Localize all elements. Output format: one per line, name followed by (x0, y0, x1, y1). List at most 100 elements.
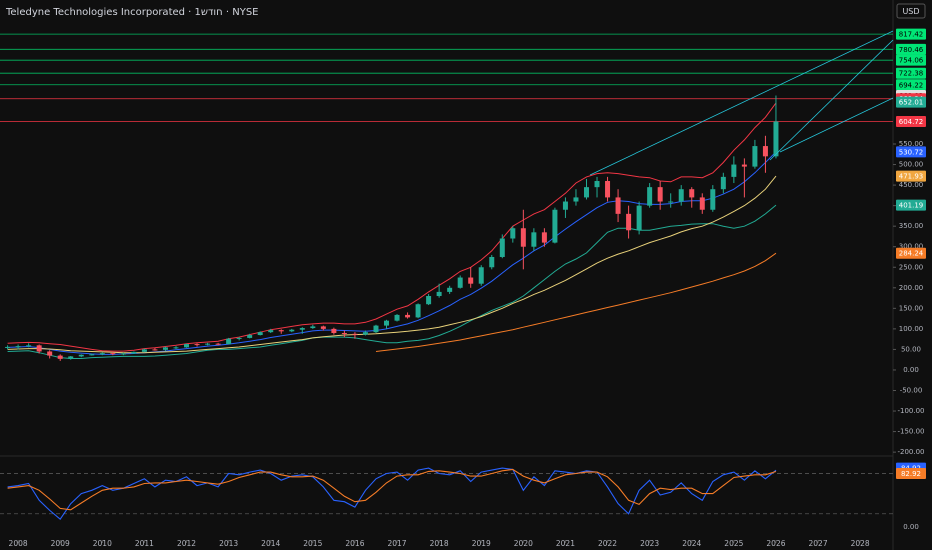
candle-body (594, 180, 600, 188)
price-level-tag: 722.38 (899, 70, 924, 78)
candle-body (710, 189, 716, 210)
price-level-tag-bg (896, 116, 926, 128)
price-level-tag: 604.72 (899, 118, 924, 126)
x-tick-label: 2016 (345, 539, 364, 548)
currency-button[interactable] (896, 3, 926, 19)
candle-body (257, 332, 263, 336)
candle-body (415, 304, 421, 318)
candle-body (699, 197, 705, 210)
candle-body (205, 343, 211, 345)
x-tick-label: 2018 (430, 539, 449, 548)
candle-body (436, 291, 442, 297)
candle-body (5, 346, 11, 348)
x-tick-label: 2020 (514, 539, 533, 548)
currency-label[interactable]: USD (902, 7, 919, 16)
candle-body (689, 189, 695, 198)
y-tick-label: 200.00 (899, 284, 924, 292)
candle-body (489, 256, 495, 268)
x-tick-label: 2023 (640, 539, 659, 548)
candle-body (720, 176, 726, 190)
price-level-tag-bg (896, 54, 926, 66)
candle-body (173, 347, 179, 349)
y-tick-label: 150.00 (899, 304, 924, 312)
x-tick-label: 2025 (724, 539, 743, 548)
overlay-line (7, 204, 777, 359)
candle-body (384, 320, 390, 326)
y-tick-label: 50.00 (901, 345, 921, 353)
y-tick-label: 450.00 (899, 181, 924, 189)
candle-body (352, 333, 358, 335)
candle-body (668, 201, 674, 203)
candle-body (541, 232, 547, 243)
x-tick-label: 2010 (93, 539, 112, 548)
candle-body (552, 209, 558, 243)
candle-body (89, 354, 95, 356)
candle-body (647, 187, 653, 206)
candle-body (531, 232, 537, 247)
overlay-line (7, 102, 777, 352)
rsi-tick-label: 0.00 (903, 523, 919, 531)
candle-body (468, 277, 474, 284)
indicator-tag-bg (896, 247, 926, 259)
y-tick-label: -150.00 (897, 428, 924, 436)
y-tick-label: -100.00 (897, 407, 924, 415)
candle-body (562, 201, 568, 210)
price-level-tag-bg (896, 43, 926, 55)
candle-body (268, 330, 274, 333)
candle-body (341, 332, 347, 334)
y-tick-label: 250.00 (899, 263, 924, 271)
candle-body (362, 332, 368, 335)
trend-line (769, 39, 894, 161)
y-tick-label: 500.00 (899, 161, 924, 169)
indicator-tag-bg (896, 146, 926, 158)
price-level-tag: 754.06 (899, 57, 924, 65)
x-tick-label: 2027 (809, 539, 828, 548)
candle-body (36, 345, 42, 352)
x-tick-label: 2011 (135, 539, 154, 548)
candle-body (68, 356, 74, 359)
overlay-line (375, 252, 777, 352)
indicator-tag: 471.93 (899, 173, 924, 181)
candle-body (773, 121, 779, 157)
x-tick-label: 2013 (219, 539, 238, 548)
y-tick-label: 100.00 (899, 325, 924, 333)
trend-line (779, 97, 894, 153)
indicator-tag: 284.24 (899, 250, 924, 258)
rsi-tag: 82.92 (901, 470, 921, 478)
candle-body (573, 197, 579, 202)
y-tick-label: 300.00 (899, 243, 924, 251)
candle-body (605, 180, 611, 198)
candle-body (615, 197, 621, 214)
x-tick-label: 2017 (387, 539, 406, 548)
candle-body (299, 328, 305, 330)
x-tick-label: 2014 (261, 539, 280, 548)
x-tick-label: 2019 (472, 539, 491, 548)
candle-body (99, 353, 105, 355)
y-tick-label: 350.00 (899, 222, 924, 230)
candle-body (394, 314, 400, 321)
candle-body (331, 328, 337, 333)
indicator-tag-bg (896, 170, 926, 182)
candle-body (110, 353, 116, 355)
candle-body (152, 349, 158, 351)
x-tick-label: 2015 (303, 539, 322, 548)
candle-body (120, 353, 126, 355)
candle-body (26, 345, 32, 347)
y-tick-label: -200.00 (897, 448, 924, 456)
candle-body (741, 164, 747, 167)
candle-body (426, 296, 432, 305)
candle-body (289, 329, 295, 332)
candle-body (47, 351, 53, 356)
candle-body (583, 187, 589, 198)
y-tick-label: -50.00 (900, 387, 923, 395)
candle-body (236, 337, 242, 339)
candle-body (184, 344, 190, 348)
price-level-tag: 652.01 (899, 99, 924, 107)
price-level-tag-bg (896, 67, 926, 79)
candle-body (226, 338, 232, 345)
candle-body (78, 354, 84, 357)
candle-body (247, 335, 253, 338)
x-tick-label: 2024 (682, 539, 701, 548)
x-tick-label: 2022 (598, 539, 617, 548)
